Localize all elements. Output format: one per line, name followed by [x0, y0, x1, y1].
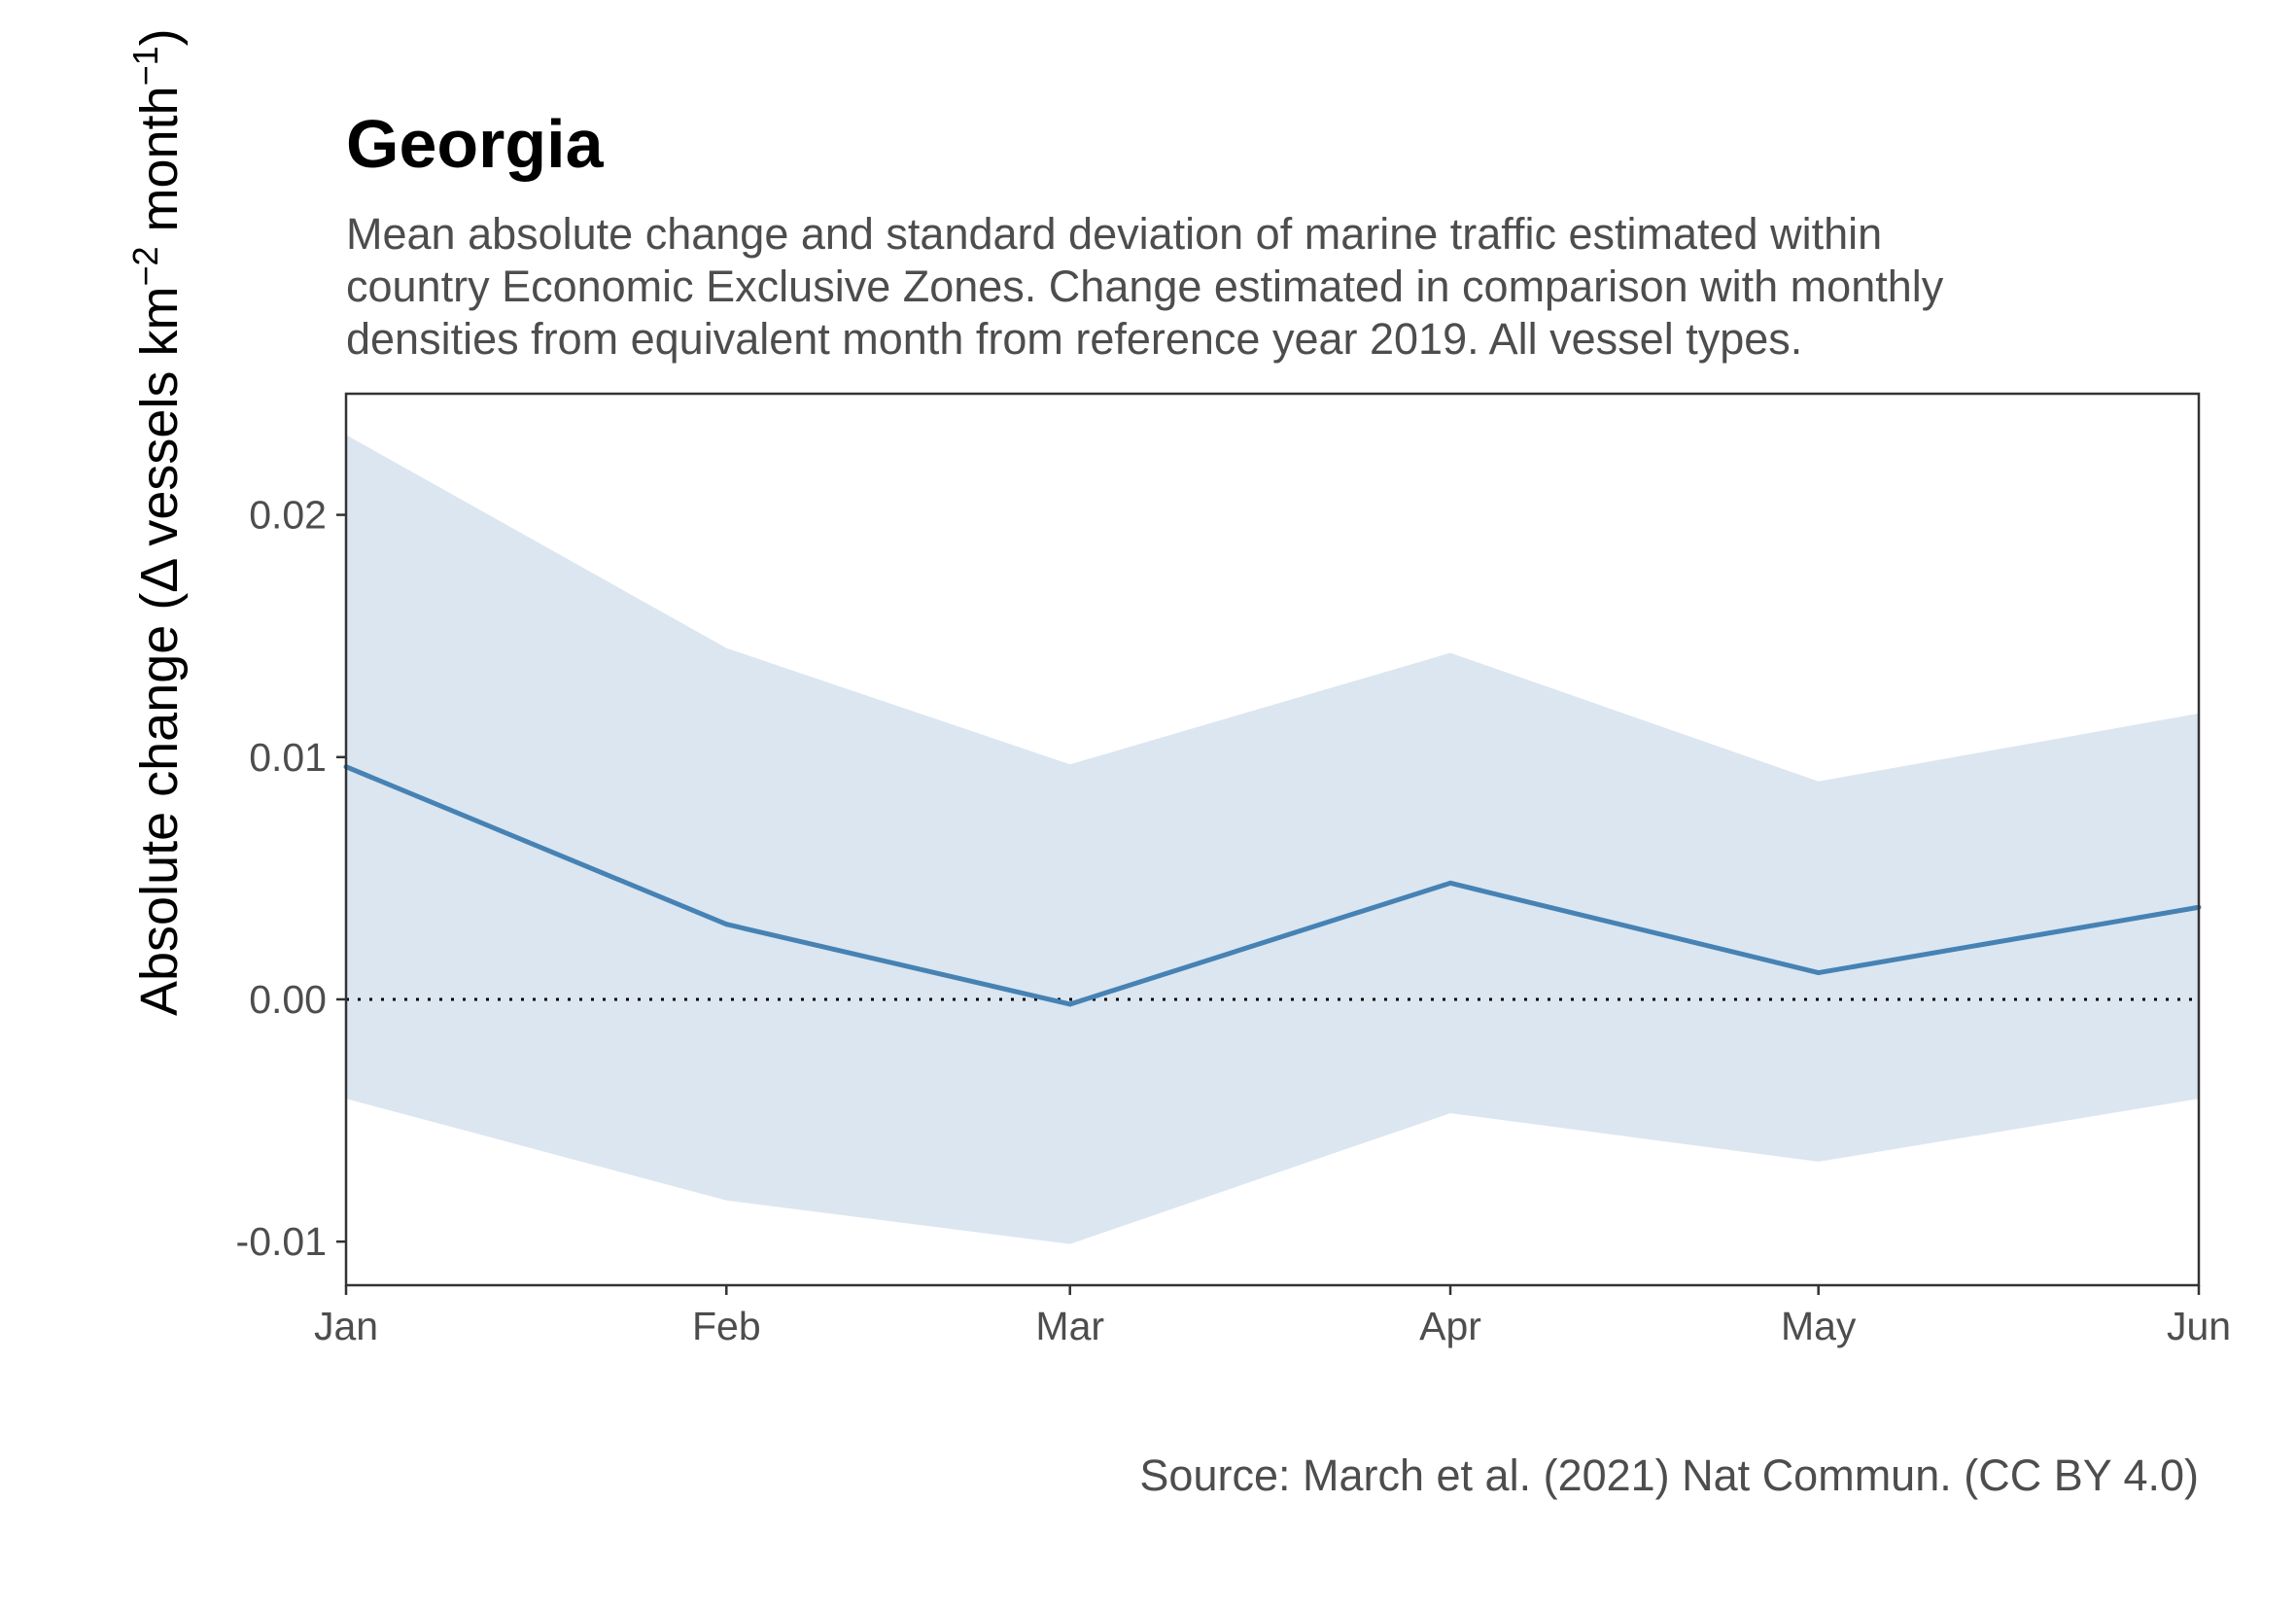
chart-caption: Source: March et al. (2021) Nat Commun. …	[1139, 1450, 2199, 1500]
y-tick-label: 0.01	[249, 735, 327, 780]
x-tick-label: Mar	[1035, 1304, 1104, 1348]
x-tick-label: Feb	[692, 1304, 761, 1348]
y-axis-title-delta: Δ	[130, 559, 189, 593]
y-axis-title-exponent: −1	[125, 46, 165, 86]
y-tick-label: 0.00	[249, 977, 327, 1022]
data-point-may	[1816, 970, 1822, 976]
x-tick-label: Jan	[314, 1304, 378, 1348]
y-axis-title-exponent: −2	[125, 247, 165, 287]
subtitle-line: country Economic Exclusive Zones. Change…	[346, 262, 1944, 311]
y-axis-title-unit2: month	[130, 86, 189, 246]
y-tick-label: -0.01	[236, 1219, 327, 1264]
y-axis-title-main: Absolute change (	[130, 593, 189, 1016]
chart-subtitle: Mean absolute change and standard deviat…	[346, 209, 1944, 364]
mean-change-line	[345, 764, 2200, 1007]
y-axis: -0.01 0.00 0.01 0.02	[236, 493, 346, 1264]
y-axis-title-unit: vessels km	[130, 287, 189, 561]
y-axis-title-close: )	[130, 28, 189, 46]
y-axis-title: Absolute change (Δ vessels km−2 month−1)	[125, 28, 189, 1016]
data-point-mar	[1067, 1001, 1073, 1007]
chart-title: Georgia	[346, 106, 605, 182]
plot-frame	[344, 392, 2201, 1287]
subtitle-line: Mean absolute change and standard deviat…	[346, 209, 1882, 259]
x-tick-label: Jun	[2167, 1304, 2231, 1348]
x-tick-label: May	[1781, 1304, 1857, 1348]
x-axis: Jan Feb Mar Apr May Jun	[314, 1285, 2231, 1348]
data-point-apr	[1447, 880, 1453, 886]
y-tick-label: 0.02	[249, 493, 327, 538]
x-tick-label: Apr	[1419, 1304, 1481, 1348]
subtitle-line: densities from equivalent month from ref…	[346, 314, 1802, 364]
plot-area	[343, 392, 2202, 1287]
std-dev-band	[346, 435, 2199, 1244]
data-point-feb	[723, 922, 729, 927]
